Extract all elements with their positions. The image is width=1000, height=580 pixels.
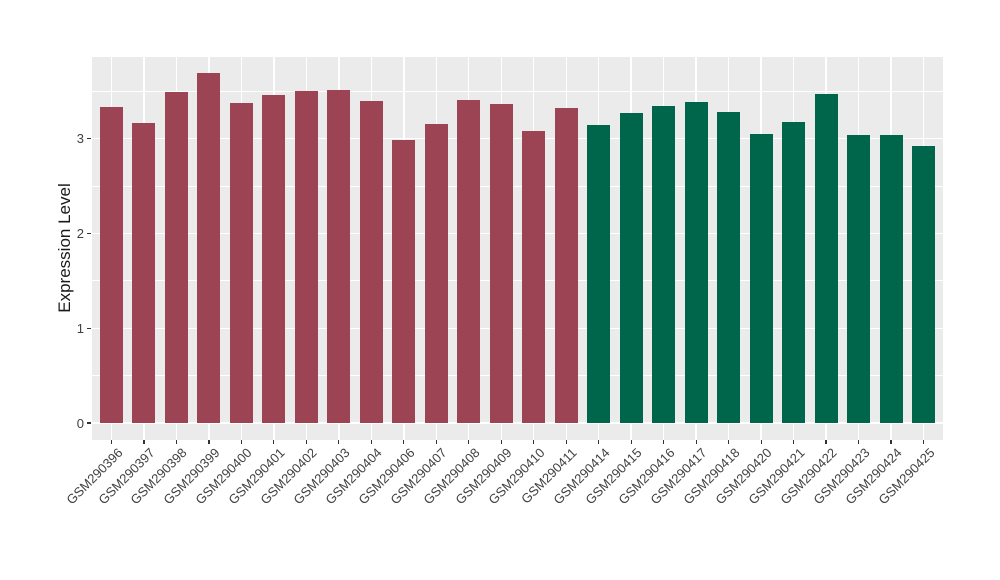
y-tick-mark bbox=[87, 327, 91, 329]
y-minor-gridline bbox=[92, 280, 943, 282]
y-tick-label: 1 bbox=[76, 320, 84, 336]
bar-GSM290416 bbox=[652, 106, 676, 423]
y-tick-label: 3 bbox=[76, 131, 84, 147]
x-tick-mark bbox=[728, 440, 730, 444]
x-tick-mark bbox=[370, 440, 372, 444]
bar-GSM290400 bbox=[229, 102, 253, 423]
bar-GSM290418 bbox=[717, 112, 741, 423]
bar-GSM290421 bbox=[782, 122, 806, 423]
x-tick-mark bbox=[338, 440, 340, 444]
x-tick-mark bbox=[760, 440, 762, 444]
bar-GSM290414 bbox=[587, 125, 611, 423]
x-tick-mark bbox=[792, 440, 795, 444]
bar-GSM290407 bbox=[424, 124, 448, 423]
x-tick-mark bbox=[208, 440, 210, 444]
bar-GSM290402 bbox=[294, 91, 318, 423]
bar-GSM290401 bbox=[262, 94, 286, 423]
bar-GSM290403 bbox=[327, 90, 351, 423]
plot-panel bbox=[92, 57, 943, 440]
x-tick-mark bbox=[305, 440, 307, 444]
y-tick-label: 2 bbox=[76, 225, 84, 241]
y-major-gridline bbox=[92, 327, 943, 329]
bar-GSM290424 bbox=[879, 134, 903, 423]
x-tick-mark bbox=[922, 440, 925, 444]
bar-GSM290422 bbox=[814, 94, 838, 423]
y-major-gridline bbox=[92, 422, 943, 424]
y-major-gridline bbox=[92, 232, 943, 235]
x-tick-mark bbox=[435, 440, 437, 444]
bar-GSM290417 bbox=[684, 101, 708, 423]
x-tick-mark bbox=[468, 440, 470, 444]
bar-GSM290420 bbox=[749, 133, 773, 423]
bar-GSM290415 bbox=[619, 113, 643, 423]
x-tick-mark bbox=[857, 440, 860, 444]
x-tick-mark bbox=[500, 440, 502, 444]
x-tick-mark bbox=[175, 440, 178, 444]
bar-GSM290406 bbox=[392, 140, 416, 423]
y-minor-gridline bbox=[92, 185, 943, 187]
x-tick-mark bbox=[695, 440, 697, 444]
x-tick-mark bbox=[630, 440, 632, 444]
y-axis-title: Expression Level bbox=[55, 183, 74, 313]
y-tick-mark bbox=[87, 232, 91, 234]
x-tick-mark bbox=[663, 440, 665, 444]
x-tick-mark bbox=[403, 440, 405, 444]
bar-GSM290425 bbox=[912, 146, 935, 423]
x-tick-mark bbox=[143, 440, 145, 444]
y-tick-label: 0 bbox=[76, 415, 84, 431]
bar-GSM290399 bbox=[197, 73, 221, 423]
x-tick-mark bbox=[273, 440, 275, 444]
bar-GSM290398 bbox=[164, 92, 188, 423]
x-tick-mark bbox=[240, 440, 242, 444]
x-tick-mark bbox=[533, 440, 535, 444]
bar-GSM290408 bbox=[457, 99, 481, 423]
bar-GSM290396 bbox=[99, 107, 123, 423]
x-tick-mark bbox=[825, 440, 827, 444]
bar-GSM290409 bbox=[489, 104, 513, 423]
bar-GSM290411 bbox=[554, 108, 578, 423]
bar-GSM290410 bbox=[522, 131, 546, 423]
x-tick-mark bbox=[565, 440, 567, 444]
y-major-gridline bbox=[92, 137, 943, 140]
y-minor-gridline bbox=[92, 90, 943, 92]
x-tick-mark bbox=[890, 440, 892, 444]
x-tick-mark bbox=[110, 440, 113, 444]
y-tick-mark bbox=[87, 138, 91, 140]
bar-GSM290423 bbox=[847, 134, 871, 423]
bar-GSM290404 bbox=[359, 100, 383, 423]
bar-GSM290397 bbox=[132, 123, 156, 423]
y-minor-gridline bbox=[92, 375, 943, 376]
y-tick-mark bbox=[87, 422, 91, 424]
x-tick-mark bbox=[598, 440, 600, 444]
